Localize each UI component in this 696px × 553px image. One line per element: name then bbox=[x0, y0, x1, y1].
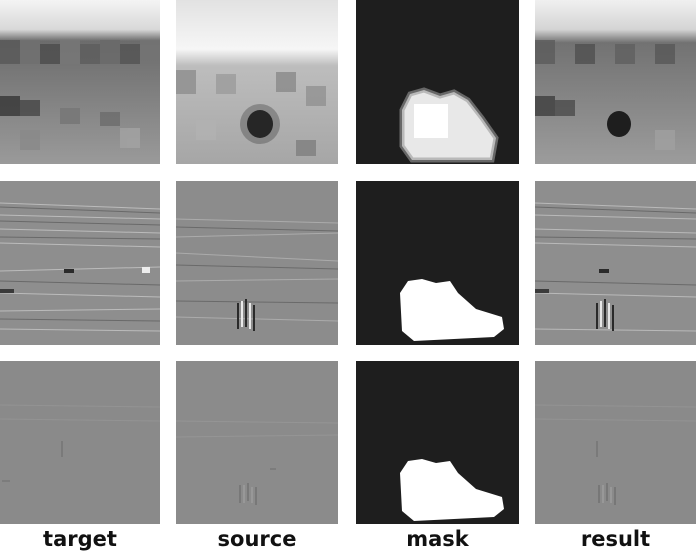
column-label-target: target bbox=[43, 527, 117, 551]
source-row2-image bbox=[176, 181, 338, 345]
tile-mask-row2 bbox=[356, 181, 519, 345]
tile-mask-row1 bbox=[356, 0, 519, 164]
target-row3-image bbox=[0, 361, 160, 524]
column-label-result: result bbox=[580, 527, 651, 551]
source-row1-image bbox=[176, 0, 338, 164]
column-label-mask: mask bbox=[406, 527, 469, 551]
mask-row2-image bbox=[356, 181, 519, 345]
tile-result-row1 bbox=[535, 0, 696, 164]
result-row1-image bbox=[535, 0, 696, 164]
tile-target-row1 bbox=[0, 0, 160, 164]
result-row2-image bbox=[535, 181, 696, 345]
result-row3-image bbox=[535, 361, 696, 524]
tile-source-row3 bbox=[176, 361, 338, 524]
target-row2-image bbox=[0, 181, 160, 345]
tile-result-row3 bbox=[535, 361, 696, 524]
mask-row3-image bbox=[356, 361, 519, 524]
source-row3-image bbox=[176, 361, 338, 524]
tile-target-row2 bbox=[0, 181, 160, 345]
mask-row1-image bbox=[356, 0, 519, 164]
tile-mask-row3 bbox=[356, 361, 519, 524]
tile-target-row3 bbox=[0, 361, 160, 524]
tile-result-row2 bbox=[535, 181, 696, 345]
tile-source-row2 bbox=[176, 181, 338, 345]
column-label-source: source bbox=[217, 527, 297, 551]
tile-source-row1 bbox=[176, 0, 338, 164]
target-row1-image bbox=[0, 0, 160, 164]
